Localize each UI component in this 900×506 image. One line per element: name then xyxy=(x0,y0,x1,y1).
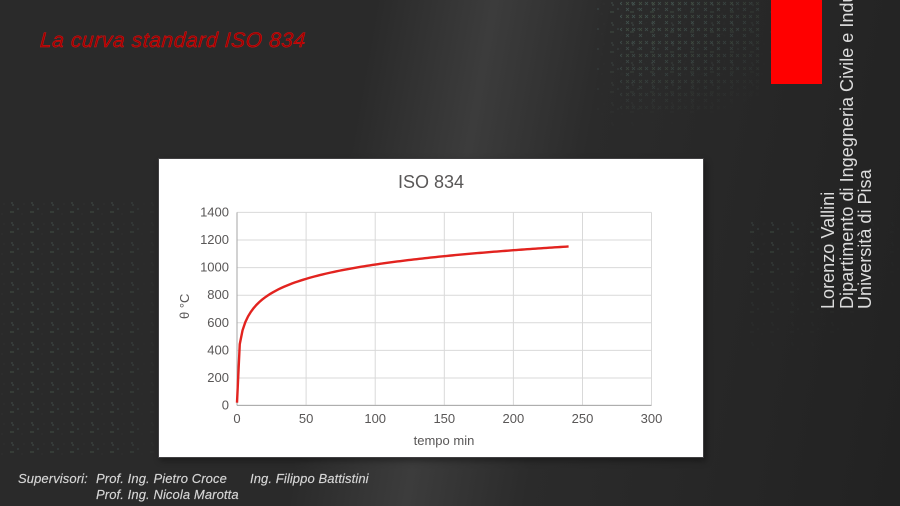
svg-text:1200: 1200 xyxy=(200,232,229,247)
svg-text:200: 200 xyxy=(207,370,229,385)
svg-text:150: 150 xyxy=(433,411,455,426)
svg-text:250: 250 xyxy=(572,411,594,426)
svg-text:100: 100 xyxy=(364,411,386,426)
svg-text:50: 50 xyxy=(299,411,313,426)
svg-text:400: 400 xyxy=(207,342,229,357)
svg-text:1400: 1400 xyxy=(200,204,229,219)
svg-text:0: 0 xyxy=(233,411,240,426)
svg-text:600: 600 xyxy=(207,315,229,330)
svg-text:0: 0 xyxy=(222,397,229,412)
svg-text:800: 800 xyxy=(207,287,229,302)
svg-text:1000: 1000 xyxy=(200,260,229,275)
svg-text:300: 300 xyxy=(641,411,663,426)
svg-text:tempo min: tempo min xyxy=(414,433,475,448)
svg-text:200: 200 xyxy=(503,411,525,426)
